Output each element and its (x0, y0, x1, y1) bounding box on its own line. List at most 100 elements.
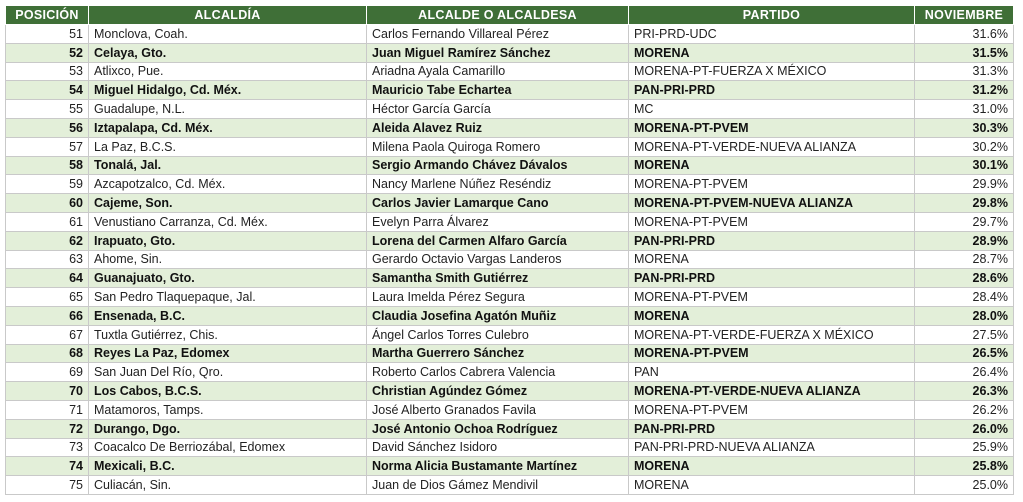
position-cell: 58 (5, 155, 89, 176)
mayor-cell: Nancy Marlene Núñez Reséndiz (366, 174, 629, 195)
position-cell: 53 (5, 61, 89, 82)
mayor-cell: Lorena del Carmen Alfaro García (366, 230, 629, 251)
municipality-cell: La Paz, B.C.S. (88, 136, 367, 157)
approval-cell: 28.6% (914, 268, 1014, 289)
approval-cell: 28.7% (914, 249, 1014, 270)
municipality-cell: Miguel Hidalgo, Cd. Méx. (88, 80, 367, 101)
position-cell: 75 (5, 475, 89, 495)
mayor-cell: Héctor García García (366, 99, 629, 119)
position-cell: 59 (5, 174, 89, 195)
party-cell: MORENA-PT-PVEM (628, 211, 915, 232)
table-row: 55 Guadalupe, N.L. Héctor García García MC 3… (5, 99, 1014, 119)
party-cell: MORENA-PT-VERDE-FUERZA X MÉXICO (628, 324, 915, 345)
municipality-cell: Durango, Dgo. (88, 418, 367, 439)
table-row: 70 Los Cabos, B.C.S. Christian Agúndez Góm… (5, 381, 1014, 401)
position-cell: 71 (5, 399, 89, 420)
position-cell: 52 (5, 42, 89, 63)
approval-cell: 31.0% (914, 99, 1014, 119)
municipality-cell: Venustiano Carranza, Cd. Méx. (88, 211, 367, 232)
party-cell: MORENA (628, 42, 915, 63)
party-cell: PRI-PRD-UDC (628, 24, 915, 44)
approval-cell: 26.5% (914, 343, 1014, 364)
party-cell: MORENA-PT-PVEM (628, 399, 915, 420)
party-cell: PAN (628, 362, 915, 383)
municipality-cell: Tuxtla Gutiérrez, Chis. (88, 324, 367, 345)
party-cell: MC (628, 99, 915, 119)
party-cell: MORENA-PT-VERDE-NUEVA ALIANZA (628, 136, 915, 157)
table-row: 58 Tonalá, Jal. Sergio Armando Chávez Dáva… (5, 155, 1014, 176)
party-cell: MORENA (628, 475, 915, 495)
party-cell: PAN-PRI-PRD (628, 418, 915, 439)
position-cell: 64 (5, 268, 89, 289)
municipality-cell: Guadalupe, N.L. (88, 99, 367, 119)
mayor-cell: Sergio Armando Chávez Dávalos (366, 155, 629, 176)
table-row: 54 Miguel Hidalgo, Cd. Méx. Mauricio Tabe … (5, 80, 1014, 101)
mayor-cell: José Alberto Granados Favila (366, 399, 629, 420)
mayor-cell: Martha Guerrero Sánchez (366, 343, 629, 364)
municipality-cell: Ahome, Sin. (88, 249, 367, 270)
party-cell: MORENA-PT-PVEM (628, 343, 915, 364)
approval-cell: 25.9% (914, 437, 1014, 458)
column-header: ALCALDÍA (88, 5, 367, 25)
table-row: 65 San Pedro Tlaquepaque, Jal. Laura Imeld… (5, 287, 1014, 307)
position-cell: 55 (5, 99, 89, 119)
position-cell: 74 (5, 456, 89, 477)
party-cell: MORENA (628, 249, 915, 270)
approval-cell: 30.2% (914, 136, 1014, 157)
table-row: 72 Durango, Dgo. José Antonio Ochoa Rodríg… (5, 418, 1014, 439)
mayor-cell: Juan de Dios Gámez Mendivil (366, 475, 629, 495)
position-cell: 62 (5, 230, 89, 251)
approval-cell: 29.8% (914, 193, 1014, 213)
municipality-cell: Irapuato, Gto. (88, 230, 367, 251)
approval-cell: 31.5% (914, 42, 1014, 63)
position-cell: 56 (5, 117, 89, 138)
approval-cell: 26.4% (914, 362, 1014, 383)
mayor-cell: Roberto Carlos Cabrera Valencia (366, 362, 629, 383)
position-cell: 68 (5, 343, 89, 364)
municipality-cell: Los Cabos, B.C.S. (88, 381, 367, 401)
table-row: 66 Ensenada, B.C. Claudia Josefina Agatón … (5, 305, 1014, 326)
approval-cell: 31.2% (914, 80, 1014, 101)
municipality-cell: Tonalá, Jal. (88, 155, 367, 176)
mayor-cell: Ángel Carlos Torres Culebro (366, 324, 629, 345)
position-cell: 57 (5, 136, 89, 157)
approval-cell: 26.0% (914, 418, 1014, 439)
party-cell: MORENA-PT-FUERZA X MÉXICO (628, 61, 915, 82)
approval-cell: 25.0% (914, 475, 1014, 495)
mayor-cell: Mauricio Tabe Echartea (366, 80, 629, 101)
mayor-cell: Aleida Alavez Ruiz (366, 117, 629, 138)
table-row: 71 Matamoros, Tamps. José Alberto Granados… (5, 399, 1014, 420)
table-row: 59 Azcapotzalco, Cd. Méx. Nancy Marlene Nú… (5, 174, 1014, 195)
approval-cell: 28.4% (914, 287, 1014, 307)
table-row: 74 Mexicali, B.C. Norma Alicia Bustamante … (5, 456, 1014, 477)
column-header: NOVIEMBRE (914, 5, 1014, 25)
column-header: POSICIÓN (5, 5, 89, 25)
mayor-cell: Norma Alicia Bustamante Martínez (366, 456, 629, 477)
mayor-cell: Juan Miguel Ramírez Sánchez (366, 42, 629, 63)
municipality-cell: Atlixco, Pue. (88, 61, 367, 82)
table-row: 62 Irapuato, Gto. Lorena del Carmen Alfaro… (5, 230, 1014, 251)
position-cell: 61 (5, 211, 89, 232)
position-cell: 69 (5, 362, 89, 383)
position-cell: 70 (5, 381, 89, 401)
party-cell: PAN-PRI-PRD (628, 80, 915, 101)
party-cell: MORENA-PT-PVEM (628, 117, 915, 138)
table-row: 61 Venustiano Carranza, Cd. Méx. Evelyn Pa… (5, 211, 1014, 232)
table-row: 56 Iztapalapa, Cd. Méx. Aleida Alavez Ruiz… (5, 117, 1014, 138)
position-cell: 65 (5, 287, 89, 307)
mayor-cell: Carlos Javier Lamarque Cano (366, 193, 629, 213)
table-row: 69 San Juan Del Río, Qro. Roberto Carlos C… (5, 362, 1014, 383)
party-cell: PAN-PRI-PRD (628, 268, 915, 289)
mayor-cell: José Antonio Ochoa Rodríguez (366, 418, 629, 439)
approval-cell: 30.3% (914, 117, 1014, 138)
approval-cell: 28.9% (914, 230, 1014, 251)
position-cell: 73 (5, 437, 89, 458)
mayor-cell: Christian Agúndez Gómez (366, 381, 629, 401)
municipality-cell: Celaya, Gto. (88, 42, 367, 63)
mayor-cell: Claudia Josefina Agatón Muñiz (366, 305, 629, 326)
table-row: 52 Celaya, Gto. Juan Miguel Ramírez Sánche… (5, 42, 1014, 63)
municipality-cell: Guanajuato, Gto. (88, 268, 367, 289)
mayor-cell: Carlos Fernando Villareal Pérez (366, 24, 629, 44)
table-row: 63 Ahome, Sin. Gerardo Octavio Vargas Land… (5, 249, 1014, 270)
